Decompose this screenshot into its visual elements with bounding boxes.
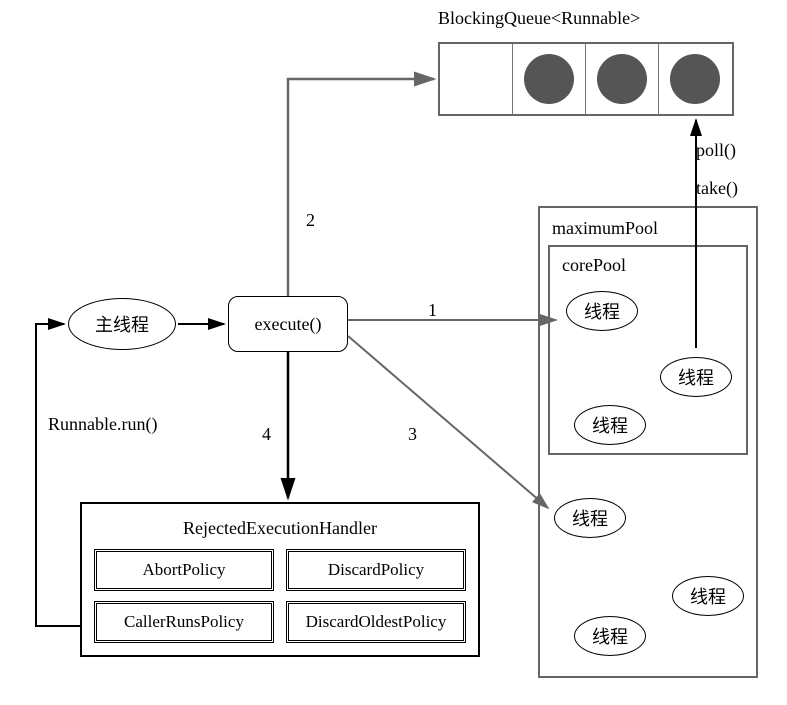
edge-3-label: 3 (408, 424, 417, 445)
queue-dot-icon (524, 54, 574, 104)
runnable-run-label: Runnable.run() (48, 414, 157, 435)
execute-label: execute() (255, 314, 322, 335)
thread-node: 线程 (660, 357, 732, 397)
poll-label: poll() (696, 140, 736, 161)
execute-node: execute() (228, 296, 348, 352)
edge-4-label: 4 (262, 424, 271, 445)
maximum-pool-title: maximumPool (552, 218, 748, 239)
thread-label: 线程 (584, 298, 620, 324)
queue-dot-icon (670, 54, 720, 104)
core-pool-box: corePool 线程 线程 线程 (548, 245, 748, 455)
rejected-grid: AbortPolicy DiscardPolicy CallerRunsPoli… (94, 549, 466, 643)
queue-cell-2 (586, 44, 659, 114)
caller-runs-policy: CallerRunsPolicy (94, 601, 274, 643)
rejected-handler-box: RejectedExecutionHandler AbortPolicy Dis… (80, 502, 480, 657)
edge-2-label: 2 (306, 210, 315, 231)
discard-oldest-policy: DiscardOldestPolicy (286, 601, 466, 643)
edge-1-label: 1 (428, 300, 437, 321)
rejected-title: RejectedExecutionHandler (94, 518, 466, 539)
thread-label: 线程 (690, 583, 726, 609)
discard-policy: DiscardPolicy (286, 549, 466, 591)
queue-cell-1 (513, 44, 586, 114)
thread-label: 线程 (592, 623, 628, 649)
blocking-queue (438, 42, 734, 116)
thread-node: 线程 (566, 291, 638, 331)
queue-dot-icon (597, 54, 647, 104)
queue-cell-3 (659, 44, 732, 114)
thread-node: 线程 (554, 498, 626, 538)
thread-node: 线程 (672, 576, 744, 616)
maximum-pool-box: maximumPool corePool 线程 线程 线程 线程 线程 线程 (538, 206, 758, 678)
thread-node: 线程 (574, 405, 646, 445)
main-thread-node: 主线程 (68, 298, 176, 350)
queue-cell-0 (440, 44, 513, 114)
thread-label: 线程 (572, 505, 608, 531)
thread-label: 线程 (592, 412, 628, 438)
abort-policy: AbortPolicy (94, 549, 274, 591)
diagram-canvas: BlockingQueue<Runnable> poll() take() 主线… (0, 0, 787, 705)
thread-node: 线程 (574, 616, 646, 656)
main-thread-label: 主线程 (95, 311, 149, 337)
thread-label: 线程 (678, 364, 714, 390)
queue-title: BlockingQueue<Runnable> (438, 8, 640, 29)
take-label: take() (696, 178, 738, 199)
core-pool-title: corePool (562, 255, 738, 276)
